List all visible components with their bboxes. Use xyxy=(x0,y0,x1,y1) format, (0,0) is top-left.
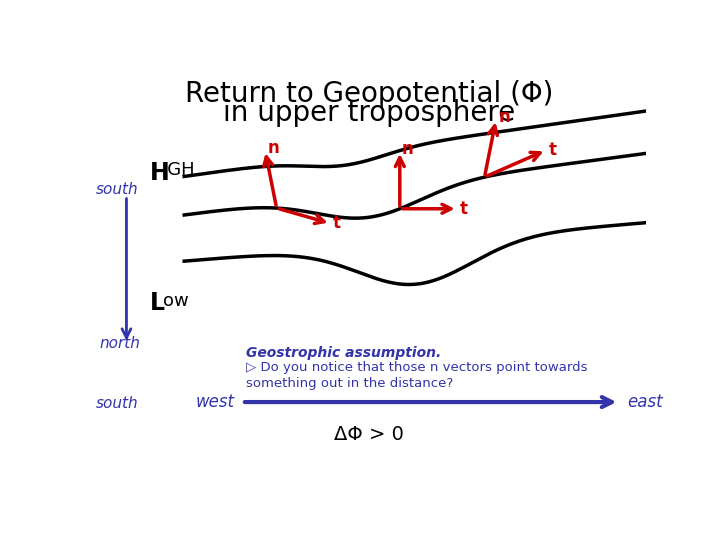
Text: ow: ow xyxy=(163,292,189,310)
Text: n: n xyxy=(498,108,510,126)
Text: L: L xyxy=(150,292,165,315)
Text: ▷ Do you notice that those n vectors point towards: ▷ Do you notice that those n vectors poi… xyxy=(246,361,588,374)
Text: t: t xyxy=(460,200,468,218)
Text: Geostrophic assumption.: Geostrophic assumption. xyxy=(246,346,441,360)
Text: Return to Geopotential (Φ): Return to Geopotential (Φ) xyxy=(185,80,553,108)
Text: n: n xyxy=(267,139,279,157)
Text: H: H xyxy=(150,160,169,185)
Text: north: north xyxy=(99,336,140,351)
Text: t: t xyxy=(549,141,557,159)
Text: something out in the distance?: something out in the distance? xyxy=(246,377,453,390)
Text: in upper troposphere: in upper troposphere xyxy=(223,99,515,127)
Text: t: t xyxy=(333,214,341,233)
Text: IGH: IGH xyxy=(163,161,195,179)
Text: west: west xyxy=(195,393,234,411)
Text: east: east xyxy=(627,393,662,411)
Text: n: n xyxy=(402,140,414,158)
Text: south: south xyxy=(96,182,138,197)
Text: ΔΦ > 0: ΔΦ > 0 xyxy=(334,425,404,444)
Text: south: south xyxy=(96,396,138,411)
